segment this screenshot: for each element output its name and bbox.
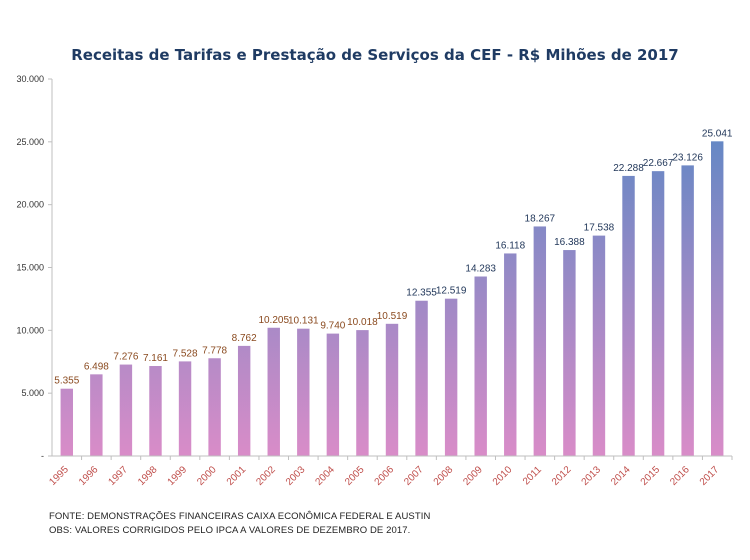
bar-2017 bbox=[711, 141, 724, 456]
bar-1998 bbox=[149, 366, 162, 456]
y-tick-label: 25.000 bbox=[16, 137, 44, 147]
value-label-2010: 16.118 bbox=[495, 240, 525, 251]
category-label-1999: 1999 bbox=[166, 464, 190, 488]
category-label-2007: 2007 bbox=[402, 464, 426, 488]
bar-2012 bbox=[563, 250, 576, 456]
bars bbox=[60, 141, 724, 457]
y-axis: - 5.000 10.000 15.000 20.000 25.000 30.000 bbox=[16, 74, 53, 461]
value-label-2005: 10.018 bbox=[347, 317, 378, 328]
bar-1995 bbox=[60, 388, 73, 456]
chart-title: Receitas de Tarifas e Prestação de Servi… bbox=[71, 46, 679, 64]
value-label-2015: 22.667 bbox=[643, 158, 674, 169]
category-label-1997: 1997 bbox=[107, 464, 131, 488]
bar-2005 bbox=[356, 330, 369, 456]
value-label-2000: 7.778 bbox=[202, 345, 227, 356]
category-label-2008: 2008 bbox=[432, 464, 456, 488]
bar-2007 bbox=[415, 300, 428, 456]
category-label-2009: 2009 bbox=[461, 464, 485, 488]
value-label-1995: 5.355 bbox=[54, 376, 79, 387]
value-label-1997: 7.276 bbox=[113, 352, 138, 363]
value-labels: 5.355 6.498 7.276 7.161 7.528 7.778 8.76210.20… bbox=[54, 128, 733, 386]
value-label-2004: 9.740 bbox=[320, 321, 345, 332]
bar-2015 bbox=[651, 171, 665, 456]
y-tick-label: 30.000 bbox=[16, 74, 44, 84]
bar-2008 bbox=[444, 298, 458, 456]
bar-2009 bbox=[474, 276, 487, 456]
value-label-2011: 18.267 bbox=[525, 213, 556, 224]
value-label-1999: 7.528 bbox=[173, 348, 198, 359]
value-label-2017: 25.041 bbox=[702, 128, 733, 139]
value-label-2012: 16.388 bbox=[554, 237, 585, 248]
category-label-2010: 2010 bbox=[491, 464, 515, 488]
category-label-2005: 2005 bbox=[343, 464, 367, 488]
value-label-1998: 7.161 bbox=[143, 353, 168, 364]
bar-2003 bbox=[297, 328, 310, 456]
value-label-2006: 10.519 bbox=[377, 311, 408, 322]
category-label-2004: 2004 bbox=[313, 464, 337, 488]
value-label-1996: 6.498 bbox=[84, 361, 109, 372]
bar-2010 bbox=[504, 253, 517, 456]
bar-1996 bbox=[90, 374, 103, 456]
category-label-2017: 2017 bbox=[698, 464, 722, 488]
value-label-2002: 10.205 bbox=[258, 315, 289, 326]
value-label-2009: 14.283 bbox=[465, 264, 496, 275]
bar-2000 bbox=[208, 358, 221, 456]
bar-1999 bbox=[178, 361, 192, 456]
y-tick-label: 20.000 bbox=[16, 200, 44, 210]
category-label-2001: 2001 bbox=[225, 464, 249, 488]
category-label-2011: 2011 bbox=[521, 464, 544, 487]
value-label-2014: 22.288 bbox=[613, 163, 644, 174]
bar-2002 bbox=[267, 327, 280, 456]
category-label-2003: 2003 bbox=[284, 464, 308, 488]
bar-2004 bbox=[326, 333, 340, 456]
bar-2016 bbox=[681, 165, 694, 456]
y-tick-label: 5.000 bbox=[21, 388, 44, 398]
y-tick-label: 15.000 bbox=[16, 263, 44, 273]
x-axis: 1995 1996 1997 1998 1999 2000 2001 2002 2003 2004… bbox=[47, 455, 733, 488]
category-label-2014: 2014 bbox=[609, 464, 633, 488]
category-label-1995: 1995 bbox=[47, 464, 71, 488]
category-label-2012: 2012 bbox=[550, 464, 574, 488]
category-label-2000: 2000 bbox=[195, 464, 219, 488]
category-label-1998: 1998 bbox=[136, 464, 160, 488]
value-label-2013: 17.538 bbox=[584, 223, 615, 234]
bar-2011 bbox=[533, 226, 547, 456]
value-label-2008: 12.519 bbox=[436, 286, 467, 297]
source-note: FONTE: DEMONSTRAÇÕES FINANCEIRAS CAIXA E… bbox=[49, 511, 431, 522]
footnotes: FONTE: DEMONSTRAÇÕES FINANCEIRAS CAIXA E… bbox=[49, 510, 430, 538]
category-label-2006: 2006 bbox=[373, 464, 397, 488]
y-tick-label: - bbox=[41, 451, 44, 461]
y-tick-label: 10.000 bbox=[16, 325, 44, 335]
value-label-2001: 8.762 bbox=[232, 333, 257, 344]
category-label-2015: 2015 bbox=[639, 464, 663, 488]
category-label-2016: 2016 bbox=[668, 464, 692, 488]
category-label-1996: 1996 bbox=[77, 464, 101, 488]
bar-2001 bbox=[237, 345, 251, 456]
bar-2014 bbox=[622, 175, 635, 457]
value-label-2003: 10.131 bbox=[288, 316, 319, 327]
category-label-2013: 2013 bbox=[580, 464, 604, 488]
value-label-2016: 23.126 bbox=[672, 152, 703, 163]
bar-2013 bbox=[592, 235, 606, 456]
correction-note: OBS: VALORES CORRIGIDOS PELO IPCA A VALO… bbox=[49, 525, 411, 536]
bar-1997 bbox=[119, 364, 133, 456]
category-label-2002: 2002 bbox=[254, 464, 278, 488]
value-label-2007: 12.355 bbox=[406, 288, 437, 299]
bar-2006 bbox=[385, 323, 399, 456]
